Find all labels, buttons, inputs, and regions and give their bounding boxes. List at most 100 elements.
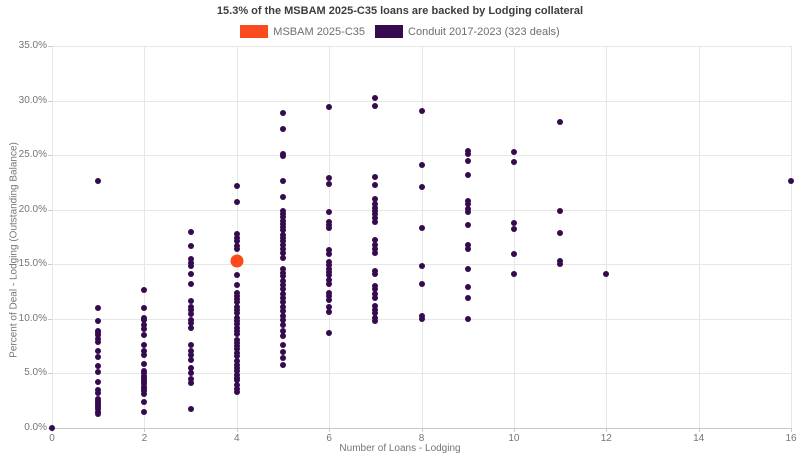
data-point (95, 338, 102, 345)
data-point (372, 283, 379, 290)
data-point (279, 322, 286, 329)
data-point (279, 295, 286, 302)
y-tick-label: 10.0% (18, 312, 47, 324)
data-point (464, 295, 471, 302)
data-point (279, 231, 286, 238)
data-point (233, 303, 240, 310)
x-axis-line (52, 428, 791, 429)
data-point (141, 387, 148, 394)
gridline (329, 46, 331, 428)
data-point (279, 220, 286, 227)
data-point (557, 229, 564, 236)
data-point (279, 303, 286, 310)
data-point (510, 226, 517, 233)
data-point (464, 265, 471, 272)
gridline (52, 46, 791, 47)
data-point (95, 347, 102, 354)
y-tick-mark (48, 373, 52, 375)
data-point (233, 385, 240, 392)
data-point (233, 182, 240, 189)
x-tick-mark (698, 428, 700, 432)
data-point (233, 349, 240, 356)
data-point (372, 204, 379, 211)
data-point (233, 246, 240, 252)
data-point (372, 271, 379, 278)
data-point (557, 261, 564, 268)
data-point (95, 410, 102, 417)
data-point (187, 324, 194, 331)
y-tick-mark (48, 46, 52, 47)
gridline (144, 46, 146, 428)
data-point (233, 292, 240, 299)
data-point (279, 312, 286, 319)
gridline (791, 46, 792, 428)
data-point (279, 217, 286, 224)
data-point (279, 342, 286, 349)
data-point (141, 332, 148, 339)
legend-item-conduit[interactable]: Conduit 2017-2023 (323 deals) (375, 25, 560, 38)
data-point (279, 238, 286, 245)
legend-label-conduit: Conduit 2017-2023 (323 deals) (408, 25, 560, 38)
data-point (326, 272, 333, 279)
data-point (233, 282, 240, 289)
data-point (464, 205, 471, 212)
data-point (279, 254, 286, 261)
data-point (464, 284, 471, 291)
data-point (141, 322, 148, 329)
data-point (187, 342, 194, 349)
data-point (95, 386, 102, 393)
x-tick-label: 14 (693, 433, 705, 444)
x-tick-label: 8 (418, 433, 425, 444)
data-point (788, 178, 794, 185)
data-point (326, 247, 333, 254)
data-point (141, 391, 148, 398)
x-tick-label: 16 (785, 433, 797, 444)
data-point (279, 207, 286, 214)
data-point (233, 272, 240, 279)
legend-item-msbam[interactable]: MSBAM 2025-C35 (240, 25, 365, 38)
data-point (279, 348, 286, 355)
data-point (372, 302, 379, 309)
data-point (326, 303, 333, 310)
gridline (606, 46, 608, 428)
data-point (141, 325, 148, 332)
data-point (233, 289, 240, 296)
data-point (141, 287, 148, 294)
data-point (279, 214, 286, 221)
data-point (233, 368, 240, 375)
data-point (557, 207, 564, 214)
data-point (418, 183, 425, 190)
data-point (372, 241, 379, 248)
data-point (464, 151, 471, 158)
data-point (141, 408, 148, 415)
conduit-swatch (375, 25, 404, 38)
gridline (513, 46, 515, 428)
data-point (279, 333, 286, 340)
data-point (510, 271, 517, 278)
legend: MSBAM 2025-C35 Conduit 2017-2023 (323 de… (0, 25, 800, 38)
data-point (279, 327, 286, 334)
data-point (326, 225, 333, 232)
data-point (326, 251, 333, 258)
data-point (95, 354, 102, 361)
x-tick-label: 4 (233, 433, 240, 444)
x-tick-mark (236, 428, 238, 432)
data-point (233, 318, 240, 325)
data-point (510, 251, 517, 258)
data-point (279, 277, 286, 284)
data-point (187, 351, 194, 358)
data-point (464, 201, 471, 208)
data-point (372, 195, 379, 202)
data-point (187, 271, 194, 278)
data-point (187, 228, 194, 235)
x-tick-mark (513, 428, 515, 432)
y-axis-title: Percent of Deal - Lodging (Outstanding B… (8, 142, 20, 358)
data-point (372, 215, 379, 222)
x-tick-label: 6 (326, 433, 332, 444)
data-point (279, 273, 286, 280)
data-point (95, 304, 102, 311)
x-tick-label: 12 (600, 433, 612, 444)
data-point (233, 235, 240, 242)
data-point (187, 311, 194, 318)
